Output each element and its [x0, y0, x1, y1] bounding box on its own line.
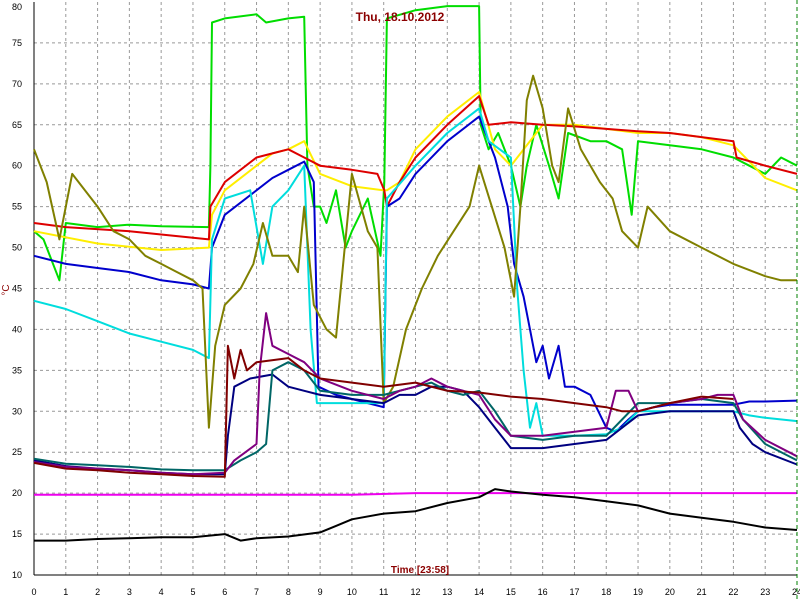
y-tick-label: 15: [12, 529, 22, 539]
series-line-3: [33, 95, 798, 241]
axis-ticks: 0 1 2 3 4 5 6 7 8 9 10 11 12 13 14 15 16 17 18 19 20 21 22 23 24…: [12, 2, 800, 597]
y-tick-label: 75: [12, 38, 22, 48]
x-tick-label: 23: [760, 587, 770, 597]
y-axis-label: °C: [1, 284, 12, 295]
x-axis-label: Time [23:58]: [391, 565, 449, 576]
series-line-1: [33, 5, 798, 282]
x-tick-label: 2: [95, 587, 100, 597]
x-tick-label: 7: [254, 587, 259, 597]
x-tick-label: 10: [347, 587, 357, 597]
chart-title: Thu, 18.10.2012: [356, 10, 445, 24]
series-line-11: [34, 492, 797, 496]
x-tick-label: 24: [792, 587, 800, 597]
series-line-10: [33, 344, 734, 478]
x-tick-label: 20: [665, 587, 675, 597]
x-tick-label: 4: [159, 587, 164, 597]
y-tick-label: 65: [12, 120, 22, 130]
x-tick-label: 8: [286, 587, 291, 597]
y-tick-label: 50: [12, 243, 22, 253]
x-tick-label: 18: [601, 587, 611, 597]
y-tick-label: 55: [12, 202, 22, 212]
y-tick-label: 30: [12, 406, 22, 416]
series-line-6: [33, 74, 797, 429]
x-tick-label: 0: [31, 587, 36, 597]
x-tick-label: 22: [728, 587, 738, 597]
x-tick-label: 9: [318, 587, 323, 597]
x-tick-label: 15: [506, 587, 516, 597]
y-tick-label: 25: [12, 447, 22, 457]
y-tick-label: 40: [12, 324, 22, 334]
x-tick-label: 17: [569, 587, 579, 597]
x-tick-label: 12: [410, 587, 420, 597]
y-tick-label: 35: [12, 365, 22, 375]
y-tick-label: 10: [12, 570, 22, 580]
x-tick-label: 14: [474, 587, 484, 597]
grid: [33, 2, 797, 576]
x-tick-label: 11: [379, 587, 388, 597]
series-line-7: [33, 373, 798, 476]
x-tick-label: 13: [442, 587, 452, 597]
x-tick-label: 5: [190, 587, 195, 597]
series-lines: [33, 5, 798, 542]
x-tick-label: 21: [697, 587, 707, 597]
x-tick-label: 3: [127, 587, 132, 597]
x-tick-label: 16: [538, 587, 548, 597]
y-tick-label: 45: [12, 284, 22, 294]
y-tick-label: 20: [12, 488, 22, 498]
y-tick-label: 70: [12, 79, 22, 89]
y-tick-label: 80: [12, 2, 22, 12]
series-line-12: [34, 488, 798, 542]
y-tick-label: 60: [12, 161, 22, 171]
x-tick-label: 1: [63, 587, 68, 597]
x-tick-label: 6: [222, 587, 227, 597]
series-line-5: [33, 107, 798, 437]
x-tick-label: 19: [633, 587, 643, 597]
